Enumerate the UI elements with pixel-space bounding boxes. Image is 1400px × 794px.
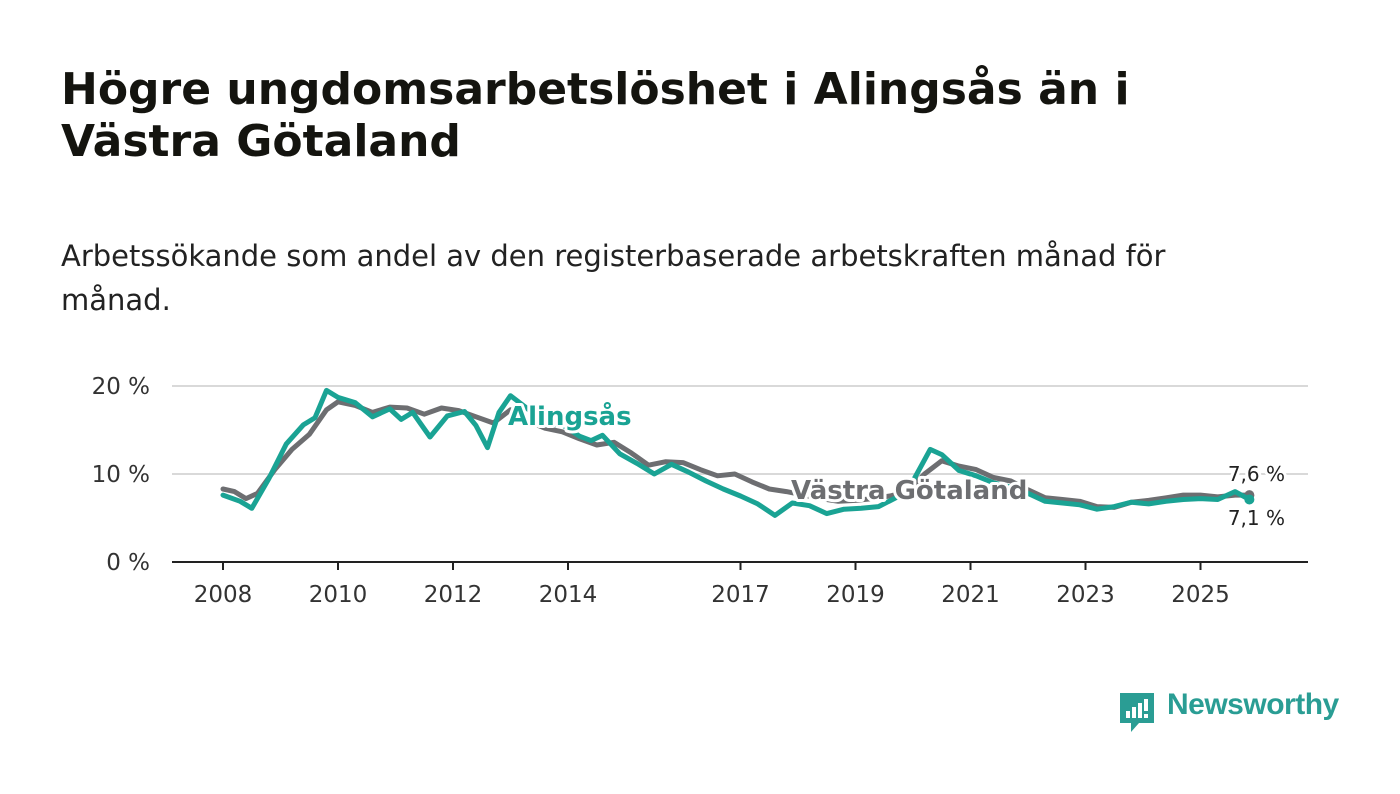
- series-line-alingsas: [220, 387, 1252, 518]
- x-tick-label: 2025: [1171, 582, 1230, 608]
- end-value-vastra-gotaland: 7,6 %: [1228, 462, 1285, 486]
- x-tick-label: 2023: [1056, 582, 1115, 608]
- label-vastra-gotaland: Västra Götaland: [791, 476, 1027, 506]
- y-tick-label: 20 %: [92, 374, 150, 400]
- series-end-point: [1244, 494, 1255, 505]
- x-axis-ticks: 2008 2010 2012 2014 2017 2019 2021 2023 2025: [194, 562, 1230, 608]
- series-lines: [220, 387, 1255, 518]
- y-tick-label: 0 %: [106, 550, 150, 576]
- brand-name: Newsworthy: [1167, 688, 1339, 721]
- x-tick-label: 2014: [539, 582, 598, 608]
- y-axis-ticks: 0 % 10 % 20 %: [92, 374, 150, 576]
- x-tick-label: 2021: [941, 582, 1000, 608]
- chart-title: Högre ungdomsarbetslöshet i Alingsås än …: [61, 64, 1130, 167]
- x-tick-label: 2012: [424, 582, 483, 608]
- x-tick-label: 2017: [711, 582, 770, 608]
- series-labels: Alingsås Västra Götaland 7,6 % 7,1 %: [505, 397, 1288, 533]
- newsworthy-logo-icon: [1120, 693, 1154, 732]
- x-tick-label: 2019: [826, 582, 885, 608]
- x-tick-label: 2008: [194, 582, 253, 608]
- y-tick-label: 10 %: [92, 462, 150, 488]
- label-alingsas: Alingsås: [508, 400, 632, 432]
- chart-subtitle: Arbetssökande som andel av den registerb…: [61, 239, 1166, 317]
- series-line-vastra-gotaland: [220, 399, 1252, 510]
- end-value-alingsas: 7,1 %: [1228, 506, 1285, 530]
- x-tick-label: 2010: [309, 582, 368, 608]
